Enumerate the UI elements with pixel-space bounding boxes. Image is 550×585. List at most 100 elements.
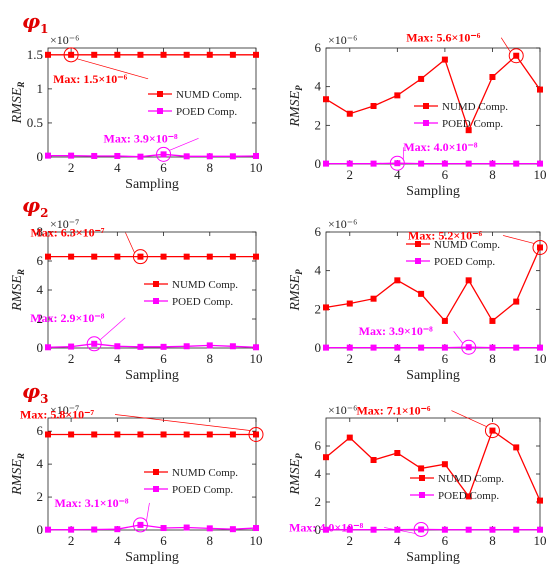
data-point-numd	[183, 431, 190, 438]
data-point-poed	[513, 160, 520, 167]
y-tick-label: 4	[315, 263, 322, 278]
data-point-poed	[229, 343, 236, 350]
data-point-numd	[253, 431, 259, 438]
max-annotation: Max: 1.5×10⁻⁶	[53, 72, 127, 86]
max-annotation: Max: 3.9×10⁻⁸	[104, 131, 178, 145]
data-point-poed	[370, 344, 377, 351]
legend: NUMD Comp. POED Comp.	[406, 239, 500, 268]
panel-label-main: φ	[22, 379, 40, 403]
x-tick-label: 10	[534, 351, 547, 366]
data-point-numd	[489, 74, 496, 80]
data-point-poed	[441, 344, 448, 351]
data-point-numd	[418, 465, 425, 472]
y-axis-exponent: ×10⁻⁶	[328, 403, 357, 417]
data-point-numd	[346, 434, 353, 441]
x-tick-label: 10	[534, 533, 547, 548]
data-point-poed	[160, 525, 167, 532]
data-point-numd	[346, 110, 353, 117]
y-axis-label-main: RMSE	[10, 87, 25, 124]
y-axis-label-main: RMSE	[288, 274, 303, 311]
y-tick-label: 6	[37, 253, 44, 268]
annotation-leader	[384, 527, 416, 534]
data-point-poed	[229, 153, 236, 160]
data-point-numd	[489, 317, 496, 324]
annotation-leader	[169, 138, 199, 151]
max-annotation: Max: 5.6×10⁻⁶	[406, 31, 480, 45]
x-tick-label: 4	[114, 160, 121, 175]
data-point-poed	[183, 524, 190, 531]
max-highlight-circle	[389, 155, 405, 171]
max-annotation: Max: 7.1×10⁻⁶	[356, 404, 430, 418]
x-axis-label: Sampling	[406, 184, 460, 199]
x-tick-label: 4	[114, 351, 121, 366]
data-point-numd	[537, 244, 543, 251]
series-line-numd	[325, 247, 541, 323]
legend: NUMD Comp. POED Comp.	[144, 279, 238, 308]
data-point-numd	[229, 51, 236, 58]
data-point-numd	[183, 253, 190, 260]
x-tick-label: 8	[207, 351, 214, 366]
max-highlight-circle	[63, 47, 79, 63]
x-axis-label: Sampling	[406, 550, 460, 565]
max-highlight-circle	[508, 48, 524, 64]
data-point-numd	[68, 431, 75, 438]
annotation-leader	[453, 331, 463, 344]
max-annotation: Max: 4.0×10⁻⁸	[403, 140, 477, 154]
y-axis-label: RMSEP	[288, 85, 304, 128]
annotation-leader	[146, 502, 150, 521]
chart-panel-6: 2 4 6 8 10 0 2 4 6 ×10⁻⁶ Sampling RMSEP NUMD Comp. PO…	[288, 403, 547, 565]
y-axis-label: RMSER	[10, 453, 26, 496]
data-point-poed	[68, 526, 75, 533]
legend-label: POED Comp.	[442, 118, 503, 130]
panel-label: φ1	[22, 9, 48, 36]
data-point-numd	[160, 431, 167, 438]
data-point-numd	[114, 431, 121, 438]
data-point-numd	[137, 51, 144, 58]
data-point-numd	[253, 253, 259, 260]
data-point-numd	[513, 298, 520, 305]
data-point-poed	[346, 160, 353, 167]
data-point-poed	[253, 525, 259, 532]
data-point-numd	[91, 51, 98, 58]
y-tick-label: 2	[315, 301, 322, 316]
annotation-leader	[99, 317, 126, 341]
data-point-numd	[441, 56, 448, 63]
y-tick-label: 0	[37, 522, 44, 537]
data-point-numd	[229, 431, 236, 438]
legend-label: NUMD Comp.	[438, 473, 504, 485]
x-tick-label: 2	[347, 167, 354, 182]
data-point-poed	[206, 153, 213, 160]
legend-label: POED Comp.	[172, 296, 233, 308]
max-annotation: Max: 5.8×10⁻⁷	[20, 407, 94, 421]
data-point-numd	[160, 51, 167, 58]
data-point-numd	[465, 127, 472, 134]
max-highlight-circle	[132, 249, 148, 265]
y-axis-exponent: ×10⁻⁶	[50, 33, 79, 47]
data-point-poed	[418, 344, 425, 351]
data-point-poed	[137, 343, 144, 350]
x-tick-label: 6	[160, 533, 167, 548]
legend-label: NUMD Comp.	[434, 239, 500, 251]
annotation-leader	[114, 414, 251, 431]
data-point-poed	[253, 344, 259, 351]
legend-marker	[419, 475, 425, 481]
data-point-poed	[137, 521, 144, 528]
data-point-numd	[68, 51, 75, 58]
y-tick-label: 6	[315, 224, 322, 239]
data-point-poed	[370, 160, 377, 167]
legend-marker	[153, 298, 159, 304]
series-line-poed	[48, 524, 257, 531]
y-tick-label: 4	[315, 79, 322, 94]
x-tick-label: 8	[489, 351, 496, 366]
y-tick-label: 4	[37, 282, 44, 297]
data-point-numd	[394, 277, 401, 284]
y-axis-label-subscript: R	[16, 453, 26, 460]
data-point-numd	[346, 300, 353, 307]
data-point-poed	[323, 526, 329, 533]
data-point-poed	[114, 526, 121, 533]
x-tick-label: 10	[250, 160, 263, 175]
x-tick-label: 6	[442, 167, 449, 182]
